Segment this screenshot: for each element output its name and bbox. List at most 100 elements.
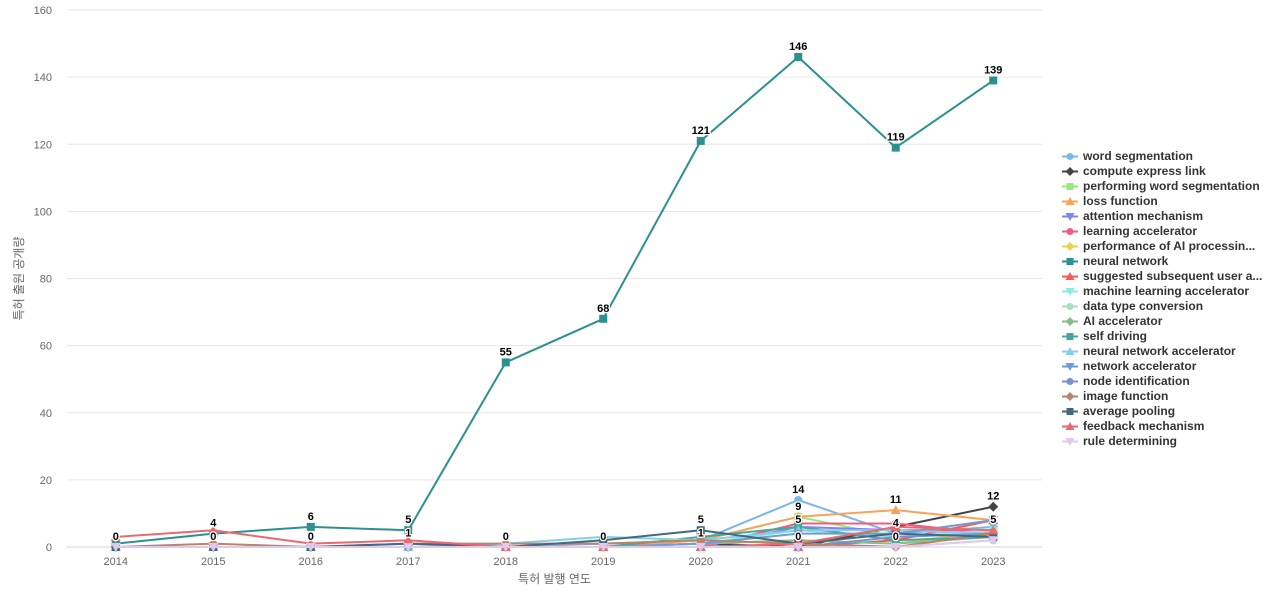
data-point[interactable] [599, 536, 608, 545]
legend-marker [1065, 438, 1075, 446]
legend-item[interactable]: network accelerator [1062, 359, 1277, 374]
legend-swatch [1062, 258, 1078, 265]
legend-marker [1065, 167, 1075, 176]
data-point[interactable] [890, 521, 901, 531]
legend-label: suggested subsequent user a... [1083, 269, 1263, 283]
data-label: 4 [893, 518, 900, 530]
data-point[interactable] [306, 522, 315, 531]
legend-marker [1066, 183, 1074, 190]
legend-swatch [1062, 408, 1078, 415]
data-point[interactable] [696, 136, 705, 145]
data-label: 68 [597, 303, 609, 315]
legend-item[interactable]: word segmentation [1062, 149, 1277, 164]
legend-item[interactable]: loss function [1062, 194, 1277, 209]
legend-label: image function [1083, 389, 1169, 403]
legend-marker [1066, 333, 1074, 340]
legend-item[interactable]: machine learning accelerator [1062, 284, 1277, 299]
data-label: 5 [698, 514, 704, 526]
legend-item[interactable]: data type conversion [1062, 299, 1277, 314]
legend-item[interactable]: neural network accelerator [1062, 344, 1277, 359]
y-tick-label: 140 [34, 72, 52, 84]
data-point[interactable] [696, 526, 705, 535]
legend-label: self driving [1083, 329, 1148, 343]
data-point[interactable] [988, 536, 999, 546]
data-label: 0 [503, 531, 509, 543]
data-point[interactable] [110, 531, 121, 541]
data-point[interactable] [794, 496, 803, 505]
data-point[interactable] [794, 52, 803, 61]
legend-item[interactable]: AI accelerator [1062, 314, 1277, 329]
legend-swatch [1062, 213, 1078, 221]
data-label: 5 [405, 514, 411, 526]
legend-swatch [1062, 317, 1078, 326]
legend-swatch [1062, 392, 1078, 401]
legend-item[interactable]: learning accelerator [1062, 224, 1277, 239]
legend-swatch [1062, 363, 1078, 371]
data-point[interactable] [695, 535, 706, 546]
legend-item[interactable]: feedback mechanism [1062, 419, 1277, 434]
legend-label: feedback mechanism [1083, 419, 1205, 433]
data-point[interactable] [793, 529, 804, 539]
legend-swatch [1062, 347, 1078, 355]
data-point[interactable] [988, 525, 999, 535]
data-point[interactable] [403, 535, 414, 545]
data-label: 9 [795, 501, 801, 513]
data-point[interactable] [208, 525, 219, 535]
y-tick-label: 160 [34, 5, 52, 17]
data-point[interactable] [500, 543, 511, 552]
legend-swatch [1062, 422, 1078, 430]
legend-item[interactable]: average pooling [1062, 404, 1277, 419]
data-label: 5 [795, 514, 801, 526]
y-axis: 0 20 40 60 80 100 120 140 160 [34, 5, 52, 554]
y-tick-label: 40 [40, 408, 52, 420]
data-point[interactable] [793, 511, 804, 521]
data-point[interactable] [403, 543, 414, 552]
data-point[interactable] [891, 143, 900, 152]
legend-item[interactable]: node identification [1062, 374, 1277, 389]
x-tick-label: 2018 [494, 556, 518, 568]
data-point[interactable] [305, 543, 316, 552]
data-point[interactable] [988, 501, 999, 512]
legend-swatch [1062, 378, 1078, 385]
y-tick-label: 20 [40, 475, 52, 487]
legend-swatch [1062, 167, 1078, 176]
x-tick-label: 2022 [884, 556, 908, 568]
legend-item[interactable]: attention mechanism [1062, 209, 1277, 224]
legend-item[interactable]: image function [1062, 389, 1277, 404]
data-point[interactable] [208, 543, 219, 552]
data-label: 11 [890, 494, 902, 506]
x-axis-title: 특허 발행 연도 [518, 571, 591, 586]
legend-item[interactable]: performance of AI processin... [1062, 239, 1277, 254]
data-point[interactable] [598, 543, 609, 552]
data-point[interactable] [989, 76, 998, 85]
legend-marker [1065, 242, 1075, 251]
legend-item[interactable]: performing word segmentation [1062, 179, 1277, 194]
legend-marker [1065, 422, 1075, 430]
legend-item[interactable]: suggested subsequent user a... [1062, 269, 1277, 284]
data-point[interactable] [110, 543, 121, 552]
data-point[interactable] [793, 543, 804, 552]
x-tick-label: 2017 [396, 556, 420, 568]
data-point[interactable] [404, 526, 413, 535]
data-point[interactable] [890, 505, 901, 515]
data-label: 121 [692, 125, 710, 137]
data-point[interactable] [891, 529, 900, 538]
data-point[interactable] [988, 516, 999, 526]
legend-label: loss function [1083, 194, 1158, 208]
data-point[interactable] [599, 314, 608, 323]
legend-item[interactable]: compute express link [1062, 164, 1277, 179]
x-tick-label: 2015 [201, 556, 225, 568]
legend-swatch [1062, 153, 1078, 160]
y-tick-label: 100 [34, 206, 52, 218]
legend-swatch [1062, 288, 1078, 296]
legend-item[interactable]: neural network [1062, 254, 1277, 269]
legend-label: network accelerator [1083, 359, 1197, 373]
legend-label: rule determining [1083, 434, 1178, 448]
data-point[interactable] [501, 358, 510, 367]
legend-swatch [1062, 242, 1078, 251]
data-point[interactable] [890, 543, 901, 552]
legend-item[interactable]: self driving [1062, 329, 1277, 344]
legend-marker [1065, 347, 1075, 355]
data-point[interactable] [695, 543, 706, 552]
legend-item[interactable]: rule determining [1062, 434, 1277, 449]
